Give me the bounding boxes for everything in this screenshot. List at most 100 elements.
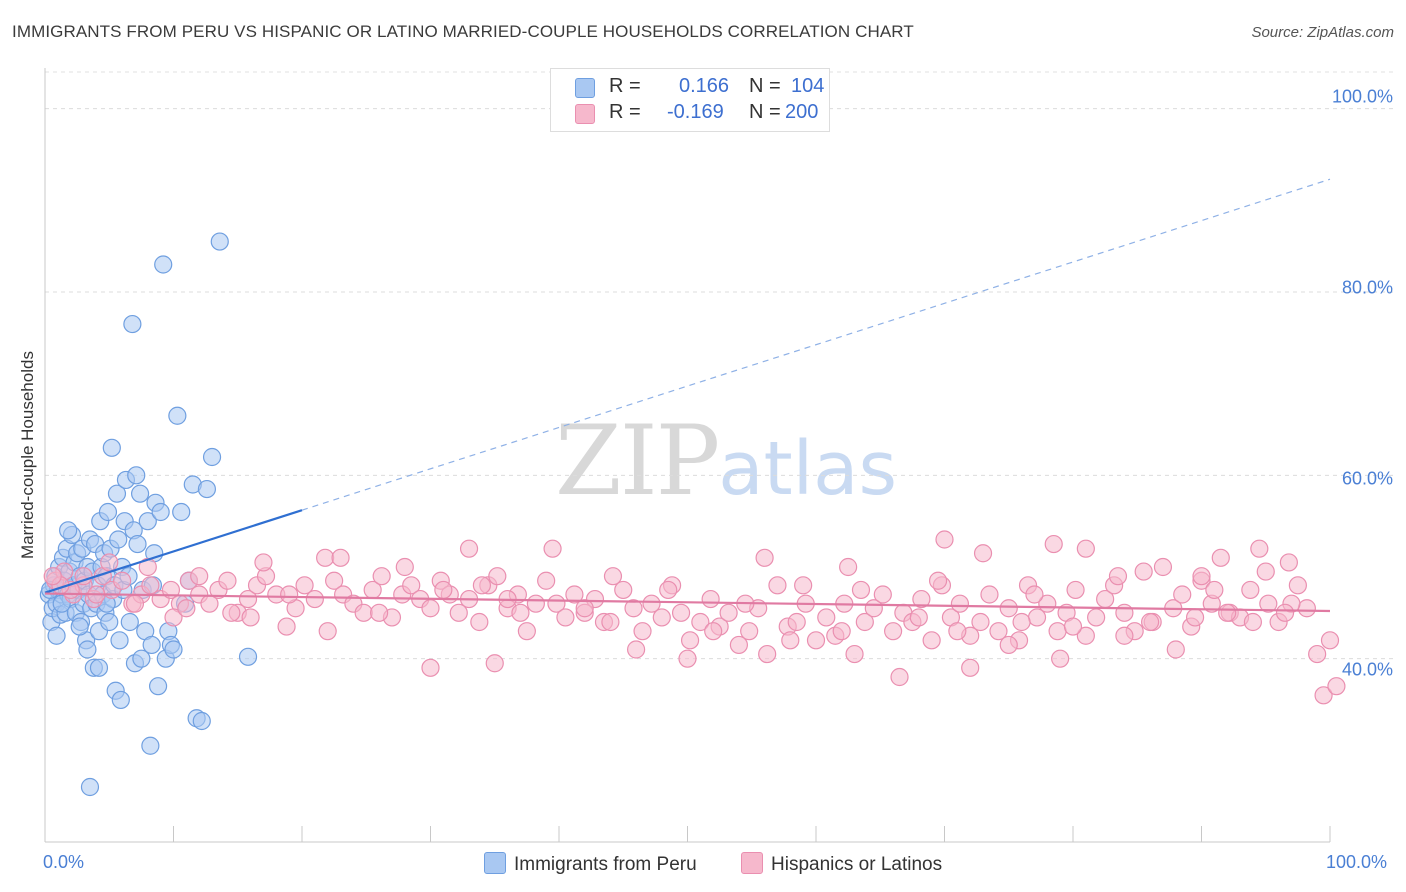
hispanic-point xyxy=(1275,603,1295,622)
peru-point xyxy=(168,406,187,425)
hispanic-point xyxy=(543,539,562,558)
hispanic-point xyxy=(1051,649,1070,668)
peru-point xyxy=(123,314,142,334)
hispanic-point xyxy=(575,599,594,618)
legend-n-label: N = xyxy=(749,75,781,97)
hispanic-point xyxy=(277,617,296,636)
hispanic-point xyxy=(488,567,507,586)
y-tick-label-60: 60.0% xyxy=(1341,468,1393,489)
series-legend-hispanic: Hispanics or Latinos xyxy=(741,852,942,876)
hispanic-point xyxy=(449,603,468,622)
zipatlas-watermark: ZIPatlas xyxy=(555,405,897,517)
peru-point xyxy=(107,484,127,503)
hispanic-point xyxy=(370,603,389,622)
hispanic-point xyxy=(1115,626,1134,645)
hispanic-point xyxy=(633,622,652,641)
hispanic-point xyxy=(421,599,440,618)
hispanic-point xyxy=(794,576,813,595)
hispanic-point xyxy=(1063,617,1083,636)
peru-point xyxy=(102,438,121,457)
hispanic-point xyxy=(1108,567,1128,586)
hispanic-point xyxy=(971,612,990,632)
hispanic-point xyxy=(855,612,874,632)
hispanic-point xyxy=(781,631,800,650)
hispanic-point xyxy=(177,599,196,618)
peru-point xyxy=(70,617,89,636)
hispanic-point xyxy=(222,603,241,622)
peru-point xyxy=(47,626,66,645)
peru-point xyxy=(128,534,147,554)
legend-swatch-peru xyxy=(484,852,506,874)
hispanic-point xyxy=(402,576,421,595)
hispanic-point xyxy=(316,548,335,567)
hispanic-point xyxy=(719,603,738,622)
hispanic-point xyxy=(125,594,145,613)
hispanic-point xyxy=(883,622,903,641)
hispanic-point xyxy=(845,644,864,664)
legend-r-label: R = xyxy=(609,101,641,123)
peru-point xyxy=(202,447,222,467)
hispanic-point xyxy=(526,594,545,613)
hispanic-point xyxy=(1320,631,1340,650)
hispanic-point xyxy=(354,603,373,622)
hispanic-point xyxy=(1012,612,1031,632)
hispanic-point xyxy=(459,539,479,558)
series-legend-peru: Immigrants from Peru xyxy=(484,852,697,876)
hispanic-point xyxy=(989,622,1008,641)
hispanic-point xyxy=(537,571,556,590)
hispanic-point xyxy=(701,589,720,609)
hispanic-point xyxy=(1087,608,1106,627)
hispanic-point xyxy=(1308,644,1327,664)
legend-r-value: 0.166 xyxy=(679,75,730,97)
hispanic-point xyxy=(1173,585,1192,604)
peru-point xyxy=(141,736,160,755)
hispanic-point xyxy=(511,603,530,622)
x-tick-label-min: 0.0% xyxy=(43,852,85,872)
hispanic-point xyxy=(565,585,584,604)
hispanic-point xyxy=(331,548,350,567)
correlation-legend: R = 0.166 N = 104 R = -0.169 N = 200 xyxy=(550,68,830,132)
hispanic-point xyxy=(190,567,209,586)
hispanic-point xyxy=(241,608,260,627)
hispanic-point xyxy=(1314,686,1333,705)
y-axis-label: Married-couple Households xyxy=(18,351,37,559)
watermark-atlas: atlas xyxy=(718,426,898,512)
legend-n-label: N = xyxy=(749,101,781,123)
hispanic-point xyxy=(601,612,620,632)
peru-point xyxy=(197,479,217,499)
hispanic-point xyxy=(472,576,491,595)
hispanic-point xyxy=(948,622,967,641)
hispanic-point xyxy=(999,635,1018,655)
hispanic-point xyxy=(1241,580,1260,600)
hispanic-point xyxy=(112,571,132,590)
hispanic-point xyxy=(729,635,749,655)
series-name-hispanic: Hispanics or Latinos xyxy=(771,854,943,875)
hispanic-point xyxy=(1243,612,1263,632)
source-label: Source: ZipAtlas.com xyxy=(1251,24,1394,41)
y-tick-label-40: 40.0% xyxy=(1341,659,1393,680)
peru-point xyxy=(120,612,139,632)
peru-point xyxy=(100,612,119,632)
peru-point xyxy=(89,658,109,677)
hispanic-point xyxy=(43,567,62,586)
hispanic-point xyxy=(164,608,183,627)
hispanic-point xyxy=(395,557,414,577)
hispanic-point xyxy=(100,553,119,572)
hispanic-point xyxy=(671,603,691,622)
hispanic-point xyxy=(325,571,344,590)
hispanic-point xyxy=(238,589,258,609)
hispanic-point xyxy=(873,585,892,604)
legend-r-value: -0.169 xyxy=(667,101,724,123)
hispanic-point xyxy=(768,576,787,595)
hispanic-point xyxy=(909,608,928,627)
hispanic-point xyxy=(817,608,836,627)
hispanic-point xyxy=(652,608,671,627)
peru-point xyxy=(154,255,173,274)
legend-swatch-pink xyxy=(575,104,595,124)
hispanic-point xyxy=(372,567,391,586)
peru-point xyxy=(111,690,130,710)
hispanic-point xyxy=(421,658,440,677)
hispanic-point xyxy=(961,658,980,677)
hispanic-point xyxy=(280,585,299,604)
hispanic-point xyxy=(678,649,697,668)
